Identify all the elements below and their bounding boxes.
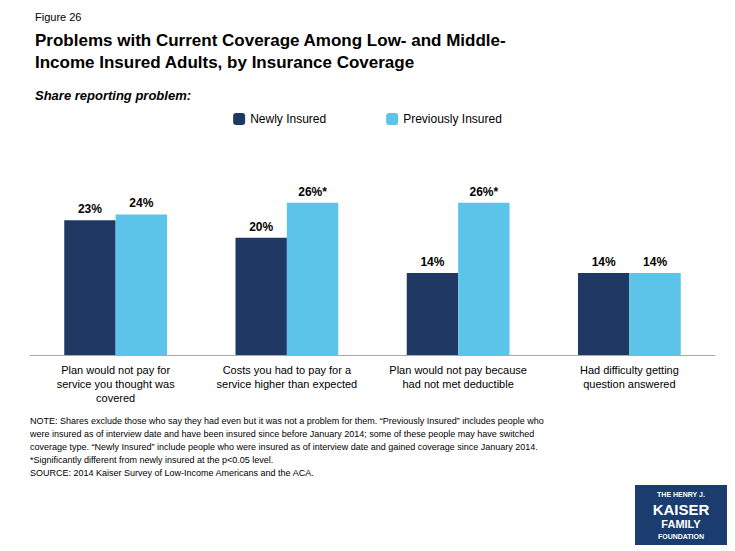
svg-text:20%: 20% [249,220,273,234]
svg-text:14%: 14% [420,255,444,269]
svg-text:23%: 23% [78,202,102,216]
svg-text:Income Insured Adults, by Insu: Income Insured Adults, by Insurance Cove… [35,53,414,72]
svg-text:SOURCE: 2014 Kaiser Survey of: SOURCE: 2014 Kaiser Survey of Low-Income… [30,468,314,478]
svg-text:had not met deductible: had not met deductible [402,378,513,390]
svg-text:Plan would not pay because: Plan would not pay because [389,364,527,376]
svg-text:24%: 24% [129,196,153,210]
svg-text:26%*: 26%* [469,185,498,199]
svg-text:Previously Insured: Previously Insured [403,112,502,126]
svg-text:Newly Insured: Newly Insured [250,112,326,126]
svg-text:service higher than expected: service higher than expected [217,378,358,390]
svg-text:NOTE: Shares exclude those who: NOTE: Shares exclude those who say they … [30,416,544,426]
svg-text:question answered: question answered [583,378,675,390]
svg-text:Share reporting problem:: Share reporting problem: [35,88,191,103]
svg-text:service you thought was: service you thought was [57,378,176,390]
svg-text:Problems with Current Coverage: Problems with Current Coverage Among Low… [35,31,506,50]
svg-text:26%*: 26%* [298,185,327,199]
svg-text:14%: 14% [592,255,616,269]
svg-text:FAMILY: FAMILY [661,518,701,530]
svg-text:were insured as of interview d: were insured as of interview date and ha… [29,429,534,439]
svg-text:THE HENRY J.: THE HENRY J. [657,491,705,498]
svg-text:Had difficulty getting: Had difficulty getting [580,364,679,376]
svg-text:14%: 14% [643,255,667,269]
svg-text:covered: covered [96,392,135,404]
svg-text:Figure 26: Figure 26 [35,11,81,23]
svg-text:Plan would not pay for: Plan would not pay for [61,364,170,376]
svg-text:KAISER: KAISER [653,501,710,518]
svg-text:coverage type. “Newly Insured”: coverage type. “Newly Insured” include p… [30,442,538,452]
svg-text:Costs you had to pay for a: Costs you had to pay for a [223,364,352,376]
svg-text:FOUNDATION: FOUNDATION [658,533,704,540]
svg-text:*Significantly different from: *Significantly different from newly insu… [30,455,273,465]
